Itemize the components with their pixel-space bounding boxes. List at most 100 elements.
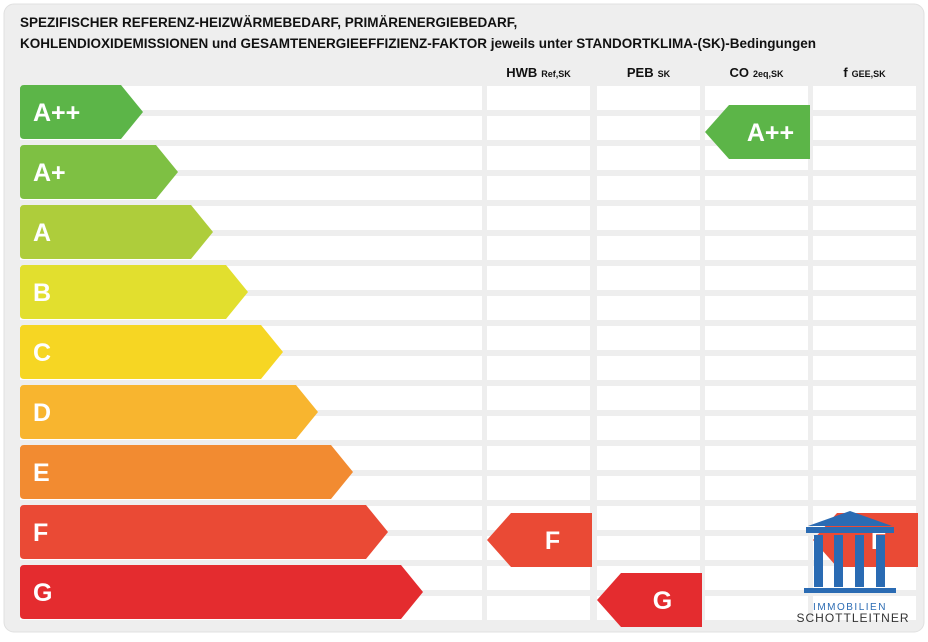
class-label: F bbox=[33, 519, 48, 547]
row-strip bbox=[487, 266, 590, 290]
class-arrow bbox=[20, 265, 248, 319]
class-label: C bbox=[33, 339, 51, 367]
row-strip bbox=[705, 416, 808, 440]
row-strip bbox=[705, 206, 808, 230]
row-strip bbox=[597, 296, 700, 320]
row-strip bbox=[705, 296, 808, 320]
column-sub: Ref,SK bbox=[541, 69, 571, 79]
class-label: E bbox=[33, 459, 50, 487]
column-header: PEB SK bbox=[627, 65, 671, 80]
rating-arrow bbox=[487, 513, 592, 567]
column-header: f GEE,SK bbox=[843, 65, 886, 80]
row-strip bbox=[487, 416, 590, 440]
row-strip bbox=[487, 386, 590, 410]
row-strip bbox=[813, 266, 916, 290]
row-strip bbox=[813, 416, 916, 440]
row-strip bbox=[813, 356, 916, 380]
class-label: G bbox=[33, 579, 52, 607]
row-strip bbox=[705, 596, 808, 620]
row-strip bbox=[597, 206, 700, 230]
row-strip bbox=[487, 356, 590, 380]
rating-arrow bbox=[597, 573, 702, 627]
column-label: HWB bbox=[506, 65, 537, 80]
row-strip bbox=[597, 506, 700, 530]
rating-arrow bbox=[705, 105, 810, 159]
row-strip bbox=[813, 566, 916, 590]
class-label: D bbox=[33, 399, 51, 427]
row-strip bbox=[705, 566, 808, 590]
row-strip bbox=[487, 146, 590, 170]
row-strip bbox=[813, 206, 916, 230]
row-strip bbox=[597, 176, 700, 200]
row-strip bbox=[813, 236, 916, 260]
class-arrow bbox=[20, 145, 178, 199]
row-strip bbox=[705, 446, 808, 470]
row-strip bbox=[597, 476, 700, 500]
class-label: A+ bbox=[33, 159, 66, 187]
row-strip bbox=[597, 146, 700, 170]
row-strip bbox=[813, 176, 916, 200]
row-strip bbox=[705, 536, 808, 560]
rating-label: F bbox=[545, 527, 560, 555]
row-strip bbox=[813, 296, 916, 320]
logo-text: SCHOTTLEITNER bbox=[796, 611, 909, 625]
title-line: SPEZIFISCHER REFERENZ-HEIZWÄRMEBEDARF, P… bbox=[20, 15, 517, 30]
row-strip bbox=[705, 356, 808, 380]
row-strip bbox=[813, 326, 916, 350]
row-strip bbox=[487, 86, 590, 110]
class-arrow bbox=[20, 565, 423, 619]
column-header: HWB Ref,SK bbox=[506, 65, 571, 80]
row-strip bbox=[705, 326, 808, 350]
row-strip bbox=[597, 416, 700, 440]
row-strip bbox=[813, 596, 916, 620]
column-sub: SK bbox=[658, 69, 671, 79]
logo-text: IMMOBILIEN bbox=[813, 602, 887, 613]
row-strip bbox=[813, 386, 916, 410]
row-strip bbox=[487, 566, 590, 590]
class-arrow bbox=[20, 505, 388, 559]
row-strip bbox=[487, 206, 590, 230]
row-strip bbox=[597, 536, 700, 560]
class-label: A bbox=[33, 219, 51, 247]
row-strip bbox=[597, 326, 700, 350]
rating-label: G bbox=[653, 587, 672, 615]
row-strip bbox=[705, 236, 808, 260]
row-strip bbox=[597, 356, 700, 380]
row-strip bbox=[487, 326, 590, 350]
class-arrow bbox=[20, 205, 213, 259]
row-strip bbox=[813, 446, 916, 470]
class-arrow bbox=[20, 385, 318, 439]
row-strip bbox=[597, 116, 700, 140]
rating-label: A++ bbox=[747, 119, 794, 147]
column-label: CO bbox=[729, 65, 749, 80]
column-sub: GEE,SK bbox=[852, 69, 887, 79]
class-label: A++ bbox=[33, 99, 80, 127]
row-strip bbox=[813, 86, 916, 110]
row-strip bbox=[487, 296, 590, 320]
row-strip bbox=[705, 476, 808, 500]
column-sub: 2eq,SK bbox=[753, 69, 784, 79]
column-header: CO 2eq,SK bbox=[729, 65, 784, 80]
row-strip bbox=[813, 146, 916, 170]
row-strip bbox=[705, 506, 808, 530]
class-label: B bbox=[33, 279, 51, 307]
title-line: KOHLENDIOXIDEMISSIONEN und GESAMTENERGIE… bbox=[20, 36, 816, 51]
row-strip bbox=[487, 446, 590, 470]
class-arrow bbox=[20, 445, 353, 499]
column-label: PEB bbox=[627, 65, 654, 80]
row-strip bbox=[597, 446, 700, 470]
row-strip bbox=[487, 236, 590, 260]
row-strip bbox=[813, 116, 916, 140]
row-strip bbox=[597, 266, 700, 290]
row-strip bbox=[487, 116, 590, 140]
row-strip bbox=[705, 386, 808, 410]
row-strip bbox=[705, 176, 808, 200]
row-strip bbox=[597, 86, 700, 110]
logo: IMMOBILIEN SCHOTTLEITNER bbox=[796, 511, 909, 625]
row-strip bbox=[487, 476, 590, 500]
row-strip bbox=[813, 476, 916, 500]
row-strip bbox=[487, 596, 590, 620]
column-label: f bbox=[843, 65, 848, 80]
class-arrow bbox=[20, 85, 143, 139]
